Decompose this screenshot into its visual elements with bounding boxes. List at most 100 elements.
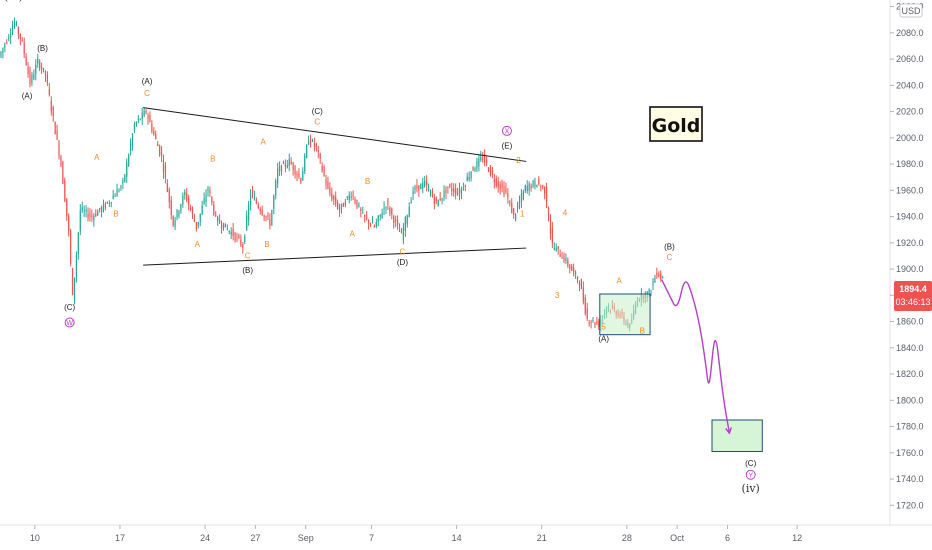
- candle-body: [309, 138, 312, 144]
- wave-label: (C): [745, 459, 756, 468]
- currency-box[interactable]: [899, 3, 923, 18]
- candle-body: [166, 183, 168, 192]
- candle-body: [68, 215, 70, 231]
- candle-body: [559, 254, 561, 257]
- candle-body: [356, 199, 358, 208]
- candle-body: [220, 225, 223, 228]
- candle-body: [573, 267, 575, 272]
- candle-body: [242, 244, 244, 248]
- candle-body: [79, 210, 81, 231]
- candle-body: [178, 210, 180, 217]
- candle-body: [652, 281, 654, 285]
- wave-label: 2: [516, 156, 521, 165]
- candle-body: [153, 130, 155, 135]
- y-tick-label: 2040.0: [896, 80, 924, 90]
- candle-body: [126, 162, 128, 177]
- candle-body: [369, 223, 372, 225]
- candle-body: [85, 209, 87, 212]
- candle-body: [435, 196, 437, 202]
- candle-body: [427, 188, 430, 191]
- candle-body: [124, 174, 126, 182]
- candle-body: [453, 188, 455, 193]
- candle-body: [131, 133, 134, 147]
- candle-body: [340, 203, 343, 209]
- candle-body: [151, 123, 153, 132]
- x-tick-label: Oct: [670, 533, 685, 543]
- candle-body: [574, 272, 577, 275]
- candle-body: [458, 188, 461, 196]
- candle-body: [493, 178, 495, 183]
- candle-body: [112, 195, 114, 199]
- wave-label: C: [314, 118, 320, 127]
- candle-body: [462, 188, 464, 190]
- candle-body: [387, 200, 389, 205]
- candle-body: [391, 208, 393, 215]
- x-tick-label: 10: [30, 533, 40, 543]
- candle-body: [325, 179, 327, 185]
- lines-layer: [143, 107, 763, 452]
- candle-body: [396, 220, 399, 225]
- wave-label: 3: [555, 291, 560, 300]
- candle-body: [418, 185, 420, 191]
- candle-body: [441, 197, 443, 200]
- candle-body: [381, 213, 383, 219]
- x-tick-label: 27: [250, 533, 260, 543]
- candle-body: [95, 213, 97, 217]
- candle-body: [195, 222, 197, 229]
- wave-label: B: [113, 210, 118, 219]
- candle-body: [588, 322, 590, 324]
- labels-layer: (iii)(A)(B)(C)W(A)CABBAABC(B)(C)CBAC(D)X…: [4, 0, 760, 495]
- candle-body: [265, 215, 267, 218]
- wave-label: A: [616, 277, 622, 286]
- candle-body: [2, 47, 4, 53]
- candle-body: [455, 188, 457, 195]
- candle-body: [58, 141, 60, 157]
- candle-body: [656, 273, 658, 276]
- candle-body: [207, 188, 209, 192]
- candle-body: [451, 188, 453, 192]
- candle-body: [404, 217, 406, 232]
- candle-body: [11, 27, 14, 34]
- candle-body: [375, 221, 377, 228]
- candle-body: [135, 121, 138, 125]
- candle-body: [406, 215, 408, 225]
- candle-body: [443, 190, 445, 198]
- candle-body: [141, 112, 143, 120]
- candle-body: [75, 254, 78, 277]
- candle-body: [596, 321, 598, 324]
- candle-body: [526, 185, 528, 192]
- x-tick-label: 12: [792, 533, 802, 543]
- candle-body: [484, 153, 486, 163]
- candle-body: [437, 200, 439, 207]
- wave-label: C: [144, 89, 150, 98]
- candle-body: [15, 23, 18, 25]
- wave-label: B: [210, 154, 215, 163]
- y-tick-label: 1920.0: [896, 238, 924, 248]
- candle-body: [503, 186, 505, 195]
- candle-body: [337, 202, 339, 209]
- candle-body: [393, 216, 395, 223]
- candle-body: [271, 210, 273, 226]
- candle-body: [569, 264, 571, 270]
- candle-body: [331, 193, 333, 200]
- candle-body: [470, 171, 472, 179]
- candle-body: [346, 196, 348, 198]
- candle-body: [83, 210, 85, 212]
- candle-body: [447, 186, 449, 188]
- candle-body: [534, 180, 536, 187]
- candle-body: [563, 255, 565, 262]
- y-tick-label: 1780.0: [896, 422, 924, 432]
- candle-body: [505, 188, 507, 193]
- y-tick-label: 1760.0: [896, 448, 924, 458]
- wave-label: (iv): [742, 482, 760, 495]
- candle-body: [648, 289, 650, 293]
- y-tick-label: 2000.0: [896, 133, 924, 143]
- candle-body: [50, 100, 52, 112]
- candle-body: [335, 196, 337, 205]
- candle-body: [385, 206, 387, 208]
- candle-body: [532, 180, 534, 187]
- candle-body: [263, 215, 265, 218]
- candle-body: [582, 287, 584, 302]
- y-tick-label: 1980.0: [896, 159, 924, 169]
